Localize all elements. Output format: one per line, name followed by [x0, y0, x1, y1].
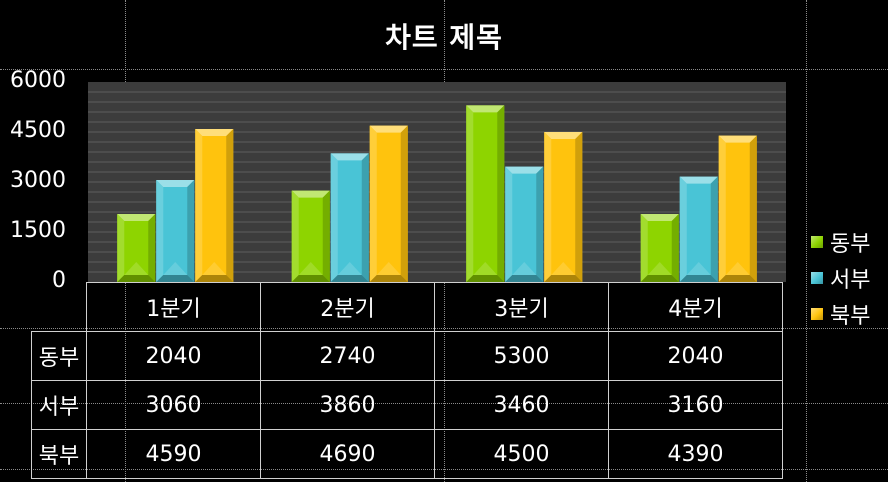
bar[interactable]	[330, 153, 369, 282]
legend-key	[810, 271, 824, 285]
bar[interactable]	[544, 132, 583, 282]
data-label: 3060	[86, 380, 261, 430]
data-label: 3860	[260, 380, 435, 430]
bar[interactable]	[156, 180, 195, 282]
data-table: 1분기 2분기 3분기 4분기 동부 2040 2740 5300 2040 서…	[31, 282, 783, 479]
table-row: 북부 4590 4690 4500 4390	[31, 429, 783, 479]
bar[interactable]	[369, 125, 408, 283]
data-label: 4500	[434, 429, 609, 479]
guide-line	[806, 0, 807, 482]
data-label: 4390	[608, 429, 783, 479]
table-header-row: 1분기 2분기 3분기 4분기	[32, 282, 783, 332]
y-tick-label: 6000	[10, 68, 66, 93]
category-label: 4분기	[608, 282, 783, 332]
bar[interactable]	[640, 214, 679, 282]
legend-key	[810, 235, 824, 249]
legend-item: 동부	[810, 224, 870, 260]
legend-key	[810, 307, 824, 321]
category-label: 2분기	[260, 282, 435, 332]
category-label: 1분기	[86, 282, 261, 332]
y-tick-label: 4500	[10, 118, 66, 143]
legend-label: 동부	[830, 232, 871, 257]
legend-label: 서부	[830, 268, 871, 293]
category-label: 3분기	[434, 282, 609, 332]
y-tick-label: 1500	[10, 218, 66, 243]
bar[interactable]	[195, 129, 234, 282]
row-label: 북부	[31, 429, 87, 479]
data-label: 3460	[434, 380, 609, 430]
data-label: 2740	[260, 331, 435, 381]
data-label: 2040	[608, 331, 783, 381]
bar[interactable]	[291, 190, 330, 282]
row-label: 서부	[31, 380, 87, 430]
data-label: 4590	[86, 429, 261, 479]
bar[interactable]	[679, 176, 718, 282]
bar[interactable]	[718, 135, 757, 282]
data-label: 5300	[434, 331, 609, 381]
legend-item: 서부	[810, 260, 870, 296]
table-row: 동부 2040 2740 5300 2040	[31, 331, 783, 381]
bar[interactable]	[505, 166, 544, 282]
y-tick-label: 3000	[10, 168, 66, 193]
legend-label: 북부	[830, 304, 871, 329]
y-tick-label: 0	[52, 268, 66, 293]
chart-title[interactable]: 차트 제목	[385, 21, 503, 54]
row-label: 동부	[31, 331, 87, 381]
table-corner	[32, 283, 87, 332]
legend[interactable]: 동부 서부 북부	[810, 224, 870, 332]
table-row: 서부 3060 3860 3460 3160	[31, 380, 783, 430]
data-label: 4690	[260, 429, 435, 479]
bar[interactable]	[466, 105, 505, 282]
bar[interactable]	[117, 214, 156, 282]
legend-item: 북부	[810, 296, 870, 332]
data-label: 3160	[608, 380, 783, 430]
data-label: 2040	[86, 331, 261, 381]
